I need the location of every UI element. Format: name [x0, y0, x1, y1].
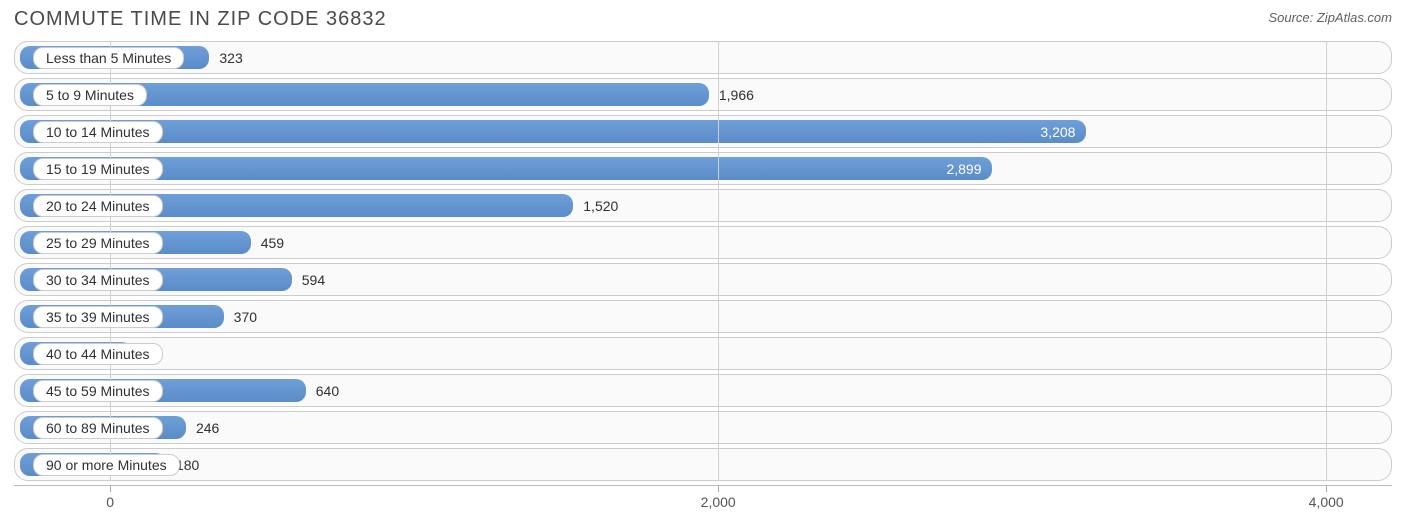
bar-value-label: 246	[196, 420, 219, 436]
axis-tick-label: 0	[106, 494, 114, 510]
axis-tick	[718, 486, 719, 492]
chart-row: 640 45 to 59 Minutes	[14, 374, 1392, 407]
chart-container: COMMUTE TIME IN ZIP CODE 36832 Source: Z…	[0, 0, 1406, 522]
chart-row: 323 Less than 5 Minutes	[14, 41, 1392, 74]
bar-value-label: 1,966	[719, 87, 754, 103]
chart-header: COMMUTE TIME IN ZIP CODE 36832 Source: Z…	[14, 8, 1392, 31]
chart-row: 370 35 to 39 Minutes	[14, 300, 1392, 333]
bar-value-label: 640	[316, 383, 339, 399]
bar-value-label: 323	[219, 50, 242, 66]
category-label: Less than 5 Minutes	[33, 47, 184, 69]
chart-row: 18090 or more Minutes	[14, 448, 1392, 481]
chart-row-inner: 70	[15, 338, 1391, 369]
category-label: 30 to 34 Minutes	[33, 269, 163, 291]
category-label: 60 to 89 Minutes	[33, 417, 163, 439]
chart-row-inner: 1,520	[15, 190, 1391, 221]
category-label: 10 to 14 Minutes	[33, 121, 163, 143]
x-axis: 0 2,000 4,000	[14, 485, 1392, 515]
bar-value-label: 1,520	[583, 198, 618, 214]
category-label: 35 to 39 Minutes	[33, 306, 163, 328]
category-label: 90 or more Minutes	[33, 454, 180, 476]
category-label: 45 to 59 Minutes	[33, 380, 163, 402]
category-label: 25 to 29 Minutes	[33, 232, 163, 254]
chart-row-inner: 180	[15, 449, 1391, 480]
chart-row-inner: 594	[15, 264, 1391, 295]
chart-row: 1,966 5 to 9 Minutes	[14, 78, 1392, 111]
chart-row: 3,208 10 to 14 Minutes	[14, 115, 1392, 148]
chart-row: 246 60 to 89 Minutes	[14, 411, 1392, 444]
bar-value-label: 459	[261, 235, 284, 251]
bar-value-label: 370	[234, 309, 257, 325]
source-name: ZipAtlas.com	[1317, 10, 1392, 25]
chart-row-inner: 323	[15, 42, 1391, 73]
chart-row-inner: 459	[15, 227, 1391, 258]
chart-row: 594 30 to 34 Minutes	[14, 263, 1392, 296]
chart-source: Source: ZipAtlas.com	[1268, 10, 1392, 25]
chart-row-inner: 246	[15, 412, 1391, 443]
chart-row: 459 25 to 29 Minutes	[14, 226, 1392, 259]
source-prefix: Source:	[1268, 10, 1316, 25]
category-label: 20 to 24 Minutes	[33, 195, 163, 217]
chart-row-inner: 2,899	[15, 153, 1391, 184]
chart-row: 7040 to 44 Minutes	[14, 337, 1392, 370]
bar	[20, 120, 1086, 143]
chart-row-inner: 3,208	[15, 116, 1391, 147]
bar-value-label: 3,208	[1040, 124, 1075, 140]
axis-tick-label: 2,000	[701, 494, 736, 510]
chart-title: COMMUTE TIME IN ZIP CODE 36832	[14, 8, 387, 31]
chart-row: 2,899 15 to 19 Minutes	[14, 152, 1392, 185]
chart-row-inner: 640	[15, 375, 1391, 406]
bar-value-label: 594	[302, 272, 325, 288]
bars-wrapper: 323 Less than 5 Minutes 1,966 5 to 9 Minute…	[14, 41, 1392, 481]
bar-value-label: 2,899	[946, 161, 981, 177]
bar	[20, 157, 992, 180]
chart-area: 323 Less than 5 Minutes 1,966 5 to 9 Minute…	[14, 41, 1392, 515]
category-label: 40 to 44 Minutes	[33, 343, 163, 365]
chart-row-inner: 1,966	[15, 79, 1391, 110]
chart-row-inner: 370	[15, 301, 1391, 332]
category-label: 5 to 9 Minutes	[33, 84, 147, 106]
axis-tick	[1326, 486, 1327, 492]
axis-tick-label: 4,000	[1309, 494, 1344, 510]
category-label: 15 to 19 Minutes	[33, 158, 163, 180]
axis-tick	[110, 486, 111, 492]
chart-row: 1,520 20 to 24 Minutes	[14, 189, 1392, 222]
